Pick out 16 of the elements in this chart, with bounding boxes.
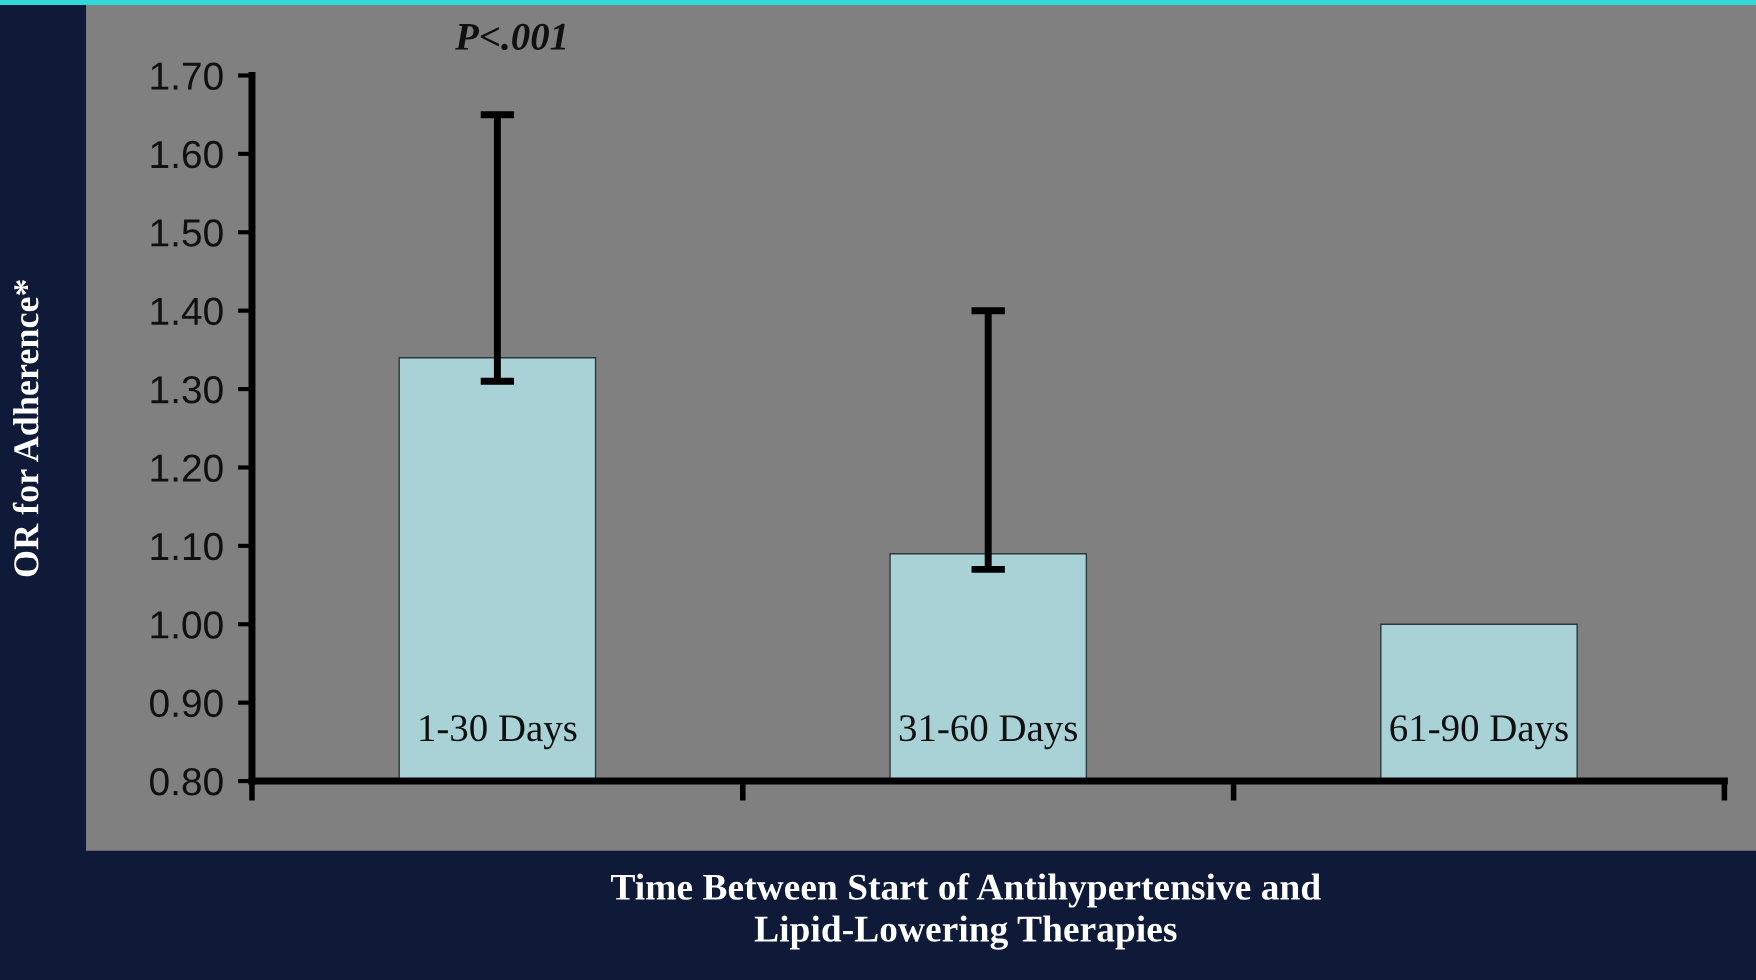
x-axis-title: Time Between Start of Antihypertensive and Lipid-Lowering Therapies	[611, 873, 1321, 950]
x-tick-label: 1-30 Days	[420, 715, 577, 750]
y-tick-label: 1.20	[151, 454, 223, 482]
y-tick-label: 1.40	[151, 297, 223, 326]
y-axis-title: OR for Adherence*	[12, 279, 39, 577]
y-tick-label: 0.90	[150, 689, 223, 718]
x-tick-label: 31-60 Days	[899, 715, 1077, 750]
x-tick-label: 61-90 Days	[1390, 715, 1568, 750]
y-tick-label: 0.80	[150, 768, 223, 796]
y-tick-label: 1.30	[151, 376, 223, 404]
y-tick-label: 1.50	[151, 219, 223, 247]
text: P<.001	[455, 23, 566, 51]
y-tick-label: 1.10	[151, 532, 223, 561]
y-tick-label: 1.60	[151, 140, 223, 169]
y-tick-label: 1.70	[151, 62, 223, 90]
y-tick-label: 1.00	[151, 611, 223, 639]
